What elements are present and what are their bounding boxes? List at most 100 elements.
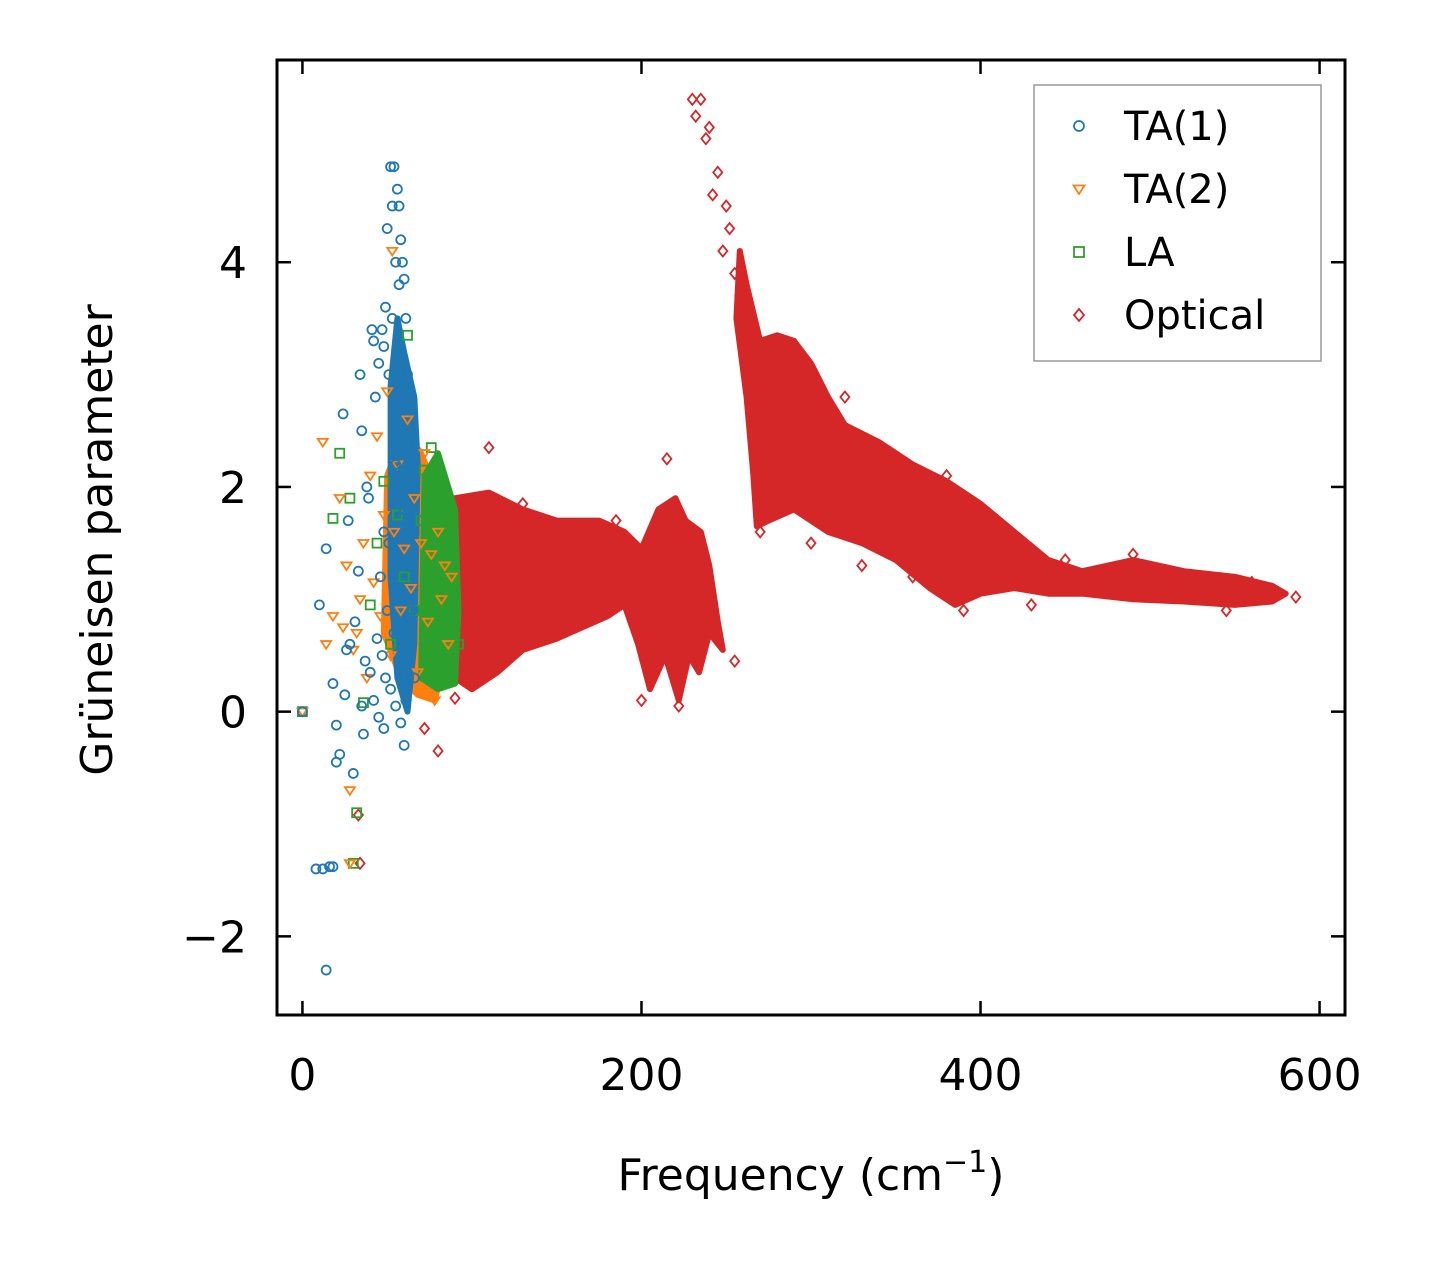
optical-point: [1161, 569, 1173, 584]
optical-point: [690, 109, 702, 124]
ta-1-point: [403, 402, 415, 414]
ta-1-point: [407, 605, 419, 616]
ta-2-point: [295, 707, 310, 718]
ta-1-point: [320, 543, 332, 555]
legend-marker-la: [1073, 246, 1085, 258]
ta-1-point: [356, 700, 368, 712]
ta-2-point: [363, 471, 377, 482]
ta-2-point: [373, 612, 388, 623]
la-point: [432, 537, 444, 549]
ta-1-point: [320, 964, 332, 976]
plot-frame: [275, 58, 1347, 1017]
ta-2-point: [316, 437, 330, 449]
ta-2-point: [356, 539, 371, 550]
ta-1-point: [376, 650, 388, 661]
ta-1-point: [391, 183, 403, 195]
ta-1-point: [375, 571, 386, 583]
optical-dense-region-high: [733, 248, 1289, 608]
optical-point: [449, 691, 461, 706]
ta-2-point: [385, 246, 399, 258]
legend-marker-optical: [1072, 307, 1086, 323]
optical-point: [907, 569, 919, 584]
ta-2-point: [336, 623, 350, 634]
la-point: [439, 627, 451, 639]
la-point: [452, 638, 464, 650]
optical-point: [673, 699, 685, 713]
ta-2-point: [431, 527, 445, 539]
ta-2-point: [394, 606, 408, 617]
ta-1-point: [297, 706, 308, 718]
x-tick-label: 0: [288, 1050, 316, 1101]
ta-1-point: [310, 863, 322, 875]
optical-point: [686, 92, 698, 107]
la-point: [402, 329, 413, 341]
ta-2-point: [417, 449, 432, 460]
ta-1-point: [395, 234, 407, 246]
legend-label-ta-2: TA(2): [1123, 167, 1229, 213]
ta-1-point: [383, 369, 395, 380]
ta-1-point: [369, 391, 381, 403]
ta-1-point: [339, 689, 351, 701]
ta-1-point: [395, 717, 407, 729]
optical-point: [720, 199, 732, 213]
ta-1-point: [390, 459, 402, 470]
ta-2-point: [387, 527, 401, 539]
ta-2-point: [434, 595, 449, 606]
ta-1-point: [400, 313, 412, 324]
ta-1-point: [344, 638, 356, 650]
ta-2-point: [377, 510, 391, 522]
ta-1-point: [385, 683, 396, 695]
ta-1-point: [378, 526, 390, 538]
optical-point: [700, 131, 712, 146]
ta-1-point: [373, 357, 385, 369]
optical-point: [1195, 569, 1207, 584]
ta-2-point: [441, 640, 455, 651]
ta-1-point: [391, 593, 403, 605]
optical-point: [418, 721, 431, 736]
ta-2-point: [343, 786, 357, 797]
la-point: [347, 857, 359, 869]
ta-1-point: [383, 537, 395, 549]
ta-1-point: [386, 200, 398, 212]
x-axis-title-superscript: −1: [943, 1145, 987, 1180]
ta-1-point: [337, 408, 349, 420]
optical-point: [1220, 603, 1232, 618]
x-axis-title-main: Frequency (cm: [618, 1150, 944, 1201]
ta-2-point: [319, 640, 333, 651]
ta-1-point: [402, 369, 413, 380]
optical-point: [856, 558, 868, 573]
optical-point: [1093, 569, 1105, 584]
ta-1-point: [398, 739, 410, 751]
optical-point: [432, 744, 444, 758]
ta-1-point: [324, 861, 335, 873]
optical-point: [695, 92, 707, 107]
ta-1-point: [400, 695, 412, 706]
optical-point: [712, 165, 724, 180]
optical-point: [1246, 575, 1258, 590]
ta-1-point: [398, 273, 410, 285]
ta-1-point: [358, 728, 369, 740]
ta-1-point: [361, 481, 373, 493]
optical-point: [593, 519, 605, 534]
la-point: [436, 504, 447, 515]
optical-point: [1290, 590, 1302, 604]
ta-1-point: [398, 504, 410, 515]
la-point: [334, 447, 346, 459]
ta-2-point: [383, 651, 398, 662]
optical-point: [746, 345, 758, 360]
optical-point: [1025, 597, 1038, 612]
ta-2-point: [397, 544, 411, 555]
optical-point: [661, 451, 673, 466]
la-point: [429, 661, 441, 673]
ta-1-point: [381, 605, 393, 616]
legend-label-optical: Optical: [1124, 293, 1265, 339]
ta-1-point: [368, 335, 380, 347]
ta-2-point: [404, 584, 418, 595]
optical-point: [734, 289, 746, 303]
ta-1-point: [407, 481, 419, 493]
y-tick-label: 0: [219, 688, 247, 739]
axis-ticks: 0 200 400 600 −2 0 2 4: [182, 60, 1362, 1101]
optical-point: [839, 390, 851, 404]
legend-marker-ta-2: [1071, 184, 1087, 196]
la-point: [398, 571, 410, 583]
